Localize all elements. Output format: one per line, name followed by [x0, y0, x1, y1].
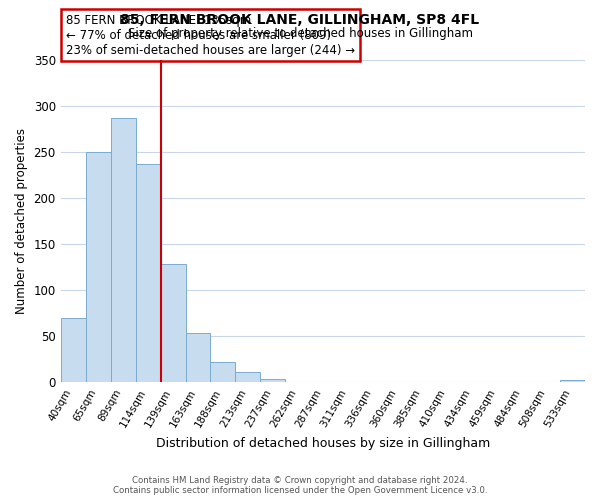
Bar [185, 332, 211, 382]
Bar [136, 164, 161, 382]
Bar [161, 264, 185, 382]
Text: Contains HM Land Registry data © Crown copyright and database right 2024.
Contai: Contains HM Land Registry data © Crown c… [113, 476, 487, 495]
Y-axis label: Number of detached properties: Number of detached properties [15, 128, 28, 314]
Bar [86, 152, 110, 382]
Text: 85 FERN BROOK LANE: 135sqm
← 77% of detached houses are smaller (809)
23% of sem: 85 FERN BROOK LANE: 135sqm ← 77% of deta… [66, 14, 355, 57]
Text: 85, FERN BROOK LANE, GILLINGHAM, SP8 4FL: 85, FERN BROOK LANE, GILLINGHAM, SP8 4FL [121, 12, 479, 26]
Bar [235, 372, 260, 382]
Bar [61, 318, 86, 382]
Text: Size of property relative to detached houses in Gillingham: Size of property relative to detached ho… [128, 28, 473, 40]
Bar [260, 378, 286, 382]
Bar [560, 380, 585, 382]
Bar [110, 118, 136, 382]
Bar [211, 362, 235, 382]
X-axis label: Distribution of detached houses by size in Gillingham: Distribution of detached houses by size … [156, 437, 490, 450]
